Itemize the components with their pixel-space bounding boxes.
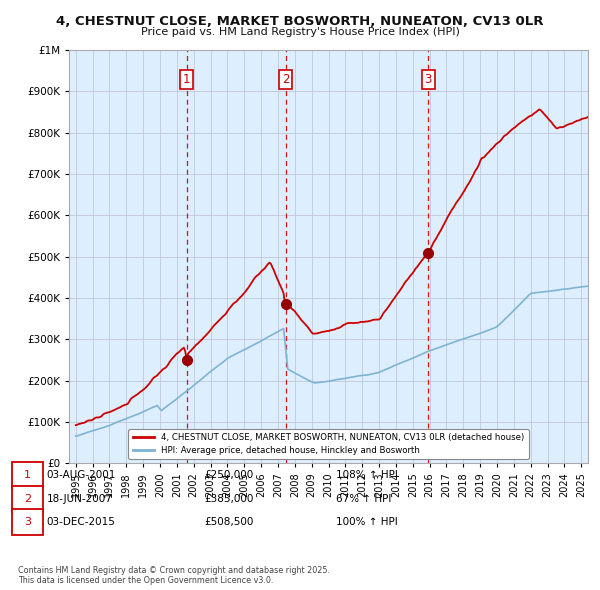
Text: 3: 3 bbox=[425, 73, 432, 86]
Text: 108% ↑ HPI: 108% ↑ HPI bbox=[336, 470, 398, 480]
Text: 4, CHESTNUT CLOSE, MARKET BOSWORTH, NUNEATON, CV13 0LR: 4, CHESTNUT CLOSE, MARKET BOSWORTH, NUNE… bbox=[56, 15, 544, 28]
Text: Price paid vs. HM Land Registry's House Price Index (HPI): Price paid vs. HM Land Registry's House … bbox=[140, 27, 460, 37]
Text: 100% ↑ HPI: 100% ↑ HPI bbox=[336, 517, 398, 527]
Text: 2: 2 bbox=[282, 73, 289, 86]
Text: 67% ↑ HPI: 67% ↑ HPI bbox=[336, 494, 391, 503]
Text: 1: 1 bbox=[183, 73, 190, 86]
Text: Contains HM Land Registry data © Crown copyright and database right 2025.
This d: Contains HM Land Registry data © Crown c… bbox=[18, 566, 330, 585]
Text: 1: 1 bbox=[24, 470, 31, 480]
Text: £385,000: £385,000 bbox=[204, 494, 253, 503]
Text: £250,000: £250,000 bbox=[204, 470, 253, 480]
Text: 3: 3 bbox=[24, 517, 31, 527]
Text: 18-JUN-2007: 18-JUN-2007 bbox=[47, 494, 113, 503]
Text: £508,500: £508,500 bbox=[204, 517, 253, 527]
Text: 03-DEC-2015: 03-DEC-2015 bbox=[47, 517, 116, 527]
Text: 03-AUG-2001: 03-AUG-2001 bbox=[47, 470, 116, 480]
Text: 2: 2 bbox=[24, 494, 31, 503]
Legend: 4, CHESTNUT CLOSE, MARKET BOSWORTH, NUNEATON, CV13 0LR (detached house), HPI: Av: 4, CHESTNUT CLOSE, MARKET BOSWORTH, NUNE… bbox=[128, 429, 529, 459]
